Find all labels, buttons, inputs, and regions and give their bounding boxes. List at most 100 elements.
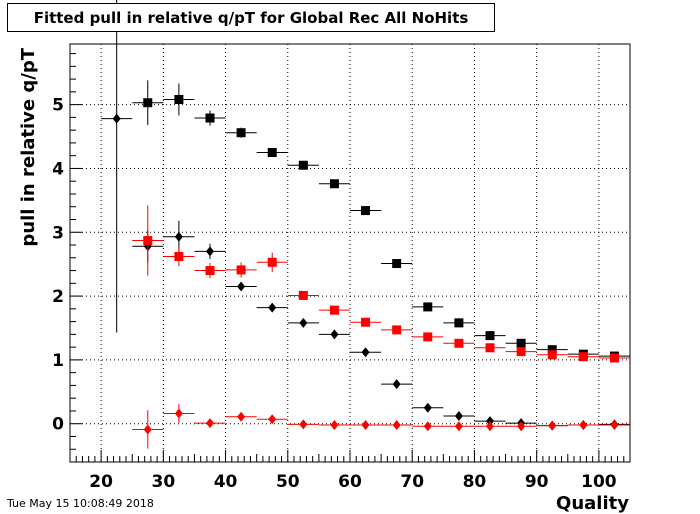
diamond-marker xyxy=(330,329,339,340)
data-point xyxy=(381,259,413,269)
square-marker xyxy=(454,338,464,348)
square-marker xyxy=(547,345,557,355)
chart-title-box: Fitted pull in relative q/pT for Global … xyxy=(7,3,495,32)
square-marker xyxy=(298,290,308,300)
data-point xyxy=(474,343,506,353)
data-point xyxy=(163,246,195,267)
y-tick-label: 1 xyxy=(52,351,64,371)
x-tick-label: 90 xyxy=(525,472,549,492)
square-marker xyxy=(205,266,215,276)
data-point xyxy=(194,262,226,279)
x-tick-label: 40 xyxy=(214,472,238,492)
data-point xyxy=(194,418,226,429)
y-tick-label: 5 xyxy=(52,96,64,116)
diamond-marker xyxy=(610,419,619,430)
diamond-marker xyxy=(392,419,401,430)
data-point xyxy=(101,0,133,333)
square-marker xyxy=(361,317,371,327)
square-marker xyxy=(485,331,495,341)
x-tick-label: 20 xyxy=(89,472,113,492)
data-point xyxy=(256,302,288,313)
x-tick-label: 100 xyxy=(581,472,617,492)
diamond-marker xyxy=(206,418,214,429)
data-point xyxy=(287,419,319,430)
data-point xyxy=(287,290,319,300)
diamond-marker xyxy=(486,416,494,427)
square-marker xyxy=(267,147,277,157)
data-point xyxy=(132,410,164,449)
square-marker xyxy=(174,252,184,262)
x-tick-label: 60 xyxy=(338,472,362,492)
data-point xyxy=(194,243,226,260)
square-marker xyxy=(454,318,464,328)
diamond-marker xyxy=(330,419,339,430)
timestamp: Tue May 15 10:08:49 2018 xyxy=(7,497,154,510)
data-point xyxy=(132,205,164,276)
data-point xyxy=(598,419,630,430)
frame xyxy=(69,43,631,463)
data-point xyxy=(256,414,288,425)
square-marker xyxy=(236,128,246,138)
diamond-marker xyxy=(486,421,494,432)
data-point xyxy=(443,338,475,348)
data-point xyxy=(318,329,350,340)
data-point xyxy=(318,305,350,315)
diamond-marker xyxy=(454,411,463,422)
square-marker xyxy=(516,338,526,348)
data-point xyxy=(474,421,506,432)
square-marker xyxy=(516,347,526,357)
square-marker xyxy=(143,236,153,246)
x-tick-label: 80 xyxy=(463,472,487,492)
square-marker xyxy=(143,98,153,108)
square-marker xyxy=(485,343,495,353)
data-point xyxy=(474,331,506,341)
square-marker xyxy=(609,353,619,363)
diamond-marker xyxy=(392,379,401,390)
x-tick-label: 30 xyxy=(151,472,175,492)
data-point xyxy=(225,411,257,422)
data-point xyxy=(598,353,630,363)
square-marker xyxy=(578,352,588,362)
data-point xyxy=(163,83,195,116)
y-axis-title: pull in relative q/pT xyxy=(18,47,39,246)
diamond-marker xyxy=(299,317,308,328)
data-point xyxy=(256,147,288,157)
data-point xyxy=(350,419,382,430)
square-marker xyxy=(423,332,433,342)
y-tick-label: 3 xyxy=(52,223,64,243)
data-points xyxy=(101,0,630,449)
data-point xyxy=(443,411,475,422)
x-tick-label: 70 xyxy=(400,472,424,492)
axes: 20 30 40 50 60 70 80 90 100 0 1 2 3 4 5 xyxy=(52,53,631,492)
square-marker xyxy=(423,302,433,312)
data-point xyxy=(381,379,413,390)
diamond-marker xyxy=(268,414,277,425)
square-marker xyxy=(267,257,277,267)
data-point xyxy=(287,317,319,328)
data-point xyxy=(225,281,257,292)
data-point xyxy=(443,318,475,328)
data-point xyxy=(381,325,413,335)
data-point xyxy=(318,419,350,430)
data-point xyxy=(225,127,257,138)
square-marker xyxy=(205,113,215,123)
square-marker xyxy=(298,160,308,170)
diamond-marker xyxy=(423,402,432,413)
diamond-marker xyxy=(299,419,308,430)
data-point xyxy=(256,252,288,272)
data-point xyxy=(505,421,537,432)
diamond-marker xyxy=(361,419,370,430)
data-point xyxy=(381,419,413,430)
diamond-marker xyxy=(517,421,526,432)
data-point xyxy=(412,302,444,312)
data-point xyxy=(225,262,257,278)
square-marker xyxy=(329,179,339,189)
data-point xyxy=(412,421,444,432)
data-point xyxy=(350,317,382,327)
diamond-marker xyxy=(237,281,246,292)
data-point xyxy=(567,352,599,362)
square-marker xyxy=(174,95,184,105)
square-marker xyxy=(547,350,557,360)
square-marker xyxy=(329,305,339,315)
